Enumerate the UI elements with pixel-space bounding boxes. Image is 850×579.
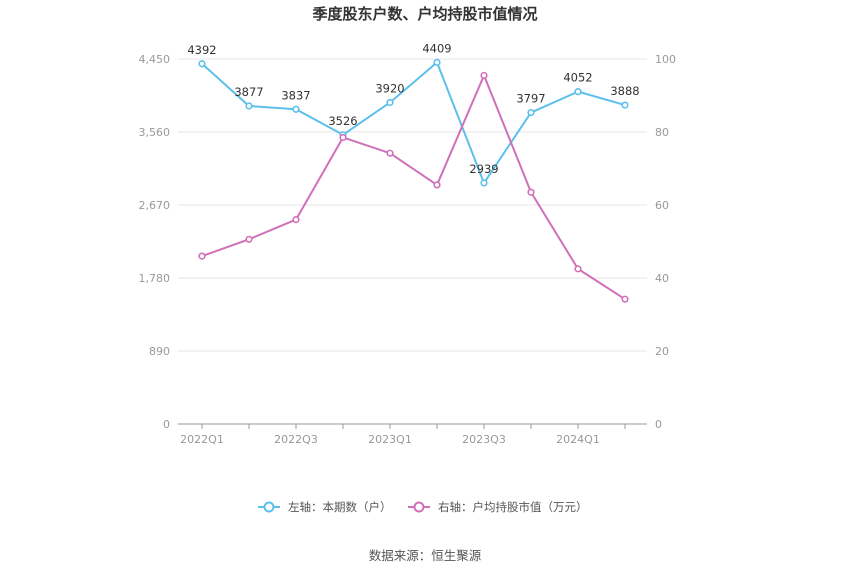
axis-layer: 0 0 890 20 1,780 40 2,670 60 3,560 80 4,450 100 2022… bbox=[139, 53, 677, 446]
right-axis-tick-label: 80 bbox=[655, 126, 669, 139]
avg-value-point bbox=[245, 235, 253, 243]
right-axis-tick-label: 40 bbox=[655, 272, 669, 285]
right-axis-tick-label: 0 bbox=[655, 418, 662, 431]
avg-value-point bbox=[621, 295, 629, 303]
left-axis-tick-label: 4,450 bbox=[139, 53, 171, 66]
households-data-label: 3797 bbox=[516, 92, 545, 106]
avg-value-point bbox=[386, 149, 394, 157]
households-point bbox=[621, 101, 629, 109]
households-data-label: 4052 bbox=[563, 71, 592, 85]
left-axis-tick-label: 3,560 bbox=[139, 126, 171, 139]
avg-value-point bbox=[198, 252, 206, 260]
avg-value-point bbox=[292, 216, 300, 224]
right-axis-tick-label: 60 bbox=[655, 199, 669, 212]
households-data-label: 2939 bbox=[469, 162, 498, 176]
left-axis-tick-label: 890 bbox=[149, 345, 170, 358]
left-axis-tick-label: 1,780 bbox=[139, 272, 171, 285]
legend: 左轴：本期数（户） 右轴：户均持股市值（万元） bbox=[258, 500, 588, 514]
grid-layer bbox=[178, 58, 647, 352]
households-point bbox=[527, 108, 535, 117]
households-point bbox=[480, 179, 488, 187]
x-axis-tick-label: 2022Q3 bbox=[274, 433, 318, 446]
households-data-label: 4409 bbox=[422, 41, 451, 55]
data-label-layer: 4392 3877 3837 3526 3920 4409 2939 3797 4052 3888 bbox=[187, 41, 639, 176]
x-axis-tick-label: 2022Q1 bbox=[180, 433, 224, 446]
households-line bbox=[201, 61, 626, 184]
right-axis-tick-label: 20 bbox=[655, 345, 669, 358]
legend-marker-households bbox=[263, 501, 275, 513]
legend-marker-avg-value bbox=[413, 501, 425, 513]
legend-item-avg-value[interactable]: 右轴：户均持股市值（万元） bbox=[408, 500, 588, 514]
avg-value-point bbox=[527, 188, 535, 196]
avg-value-line bbox=[201, 74, 626, 301]
households-point bbox=[245, 102, 253, 110]
households-data-label: 3526 bbox=[328, 114, 357, 128]
x-axis-tick-label: 2024Q1 bbox=[556, 433, 600, 446]
households-data-label: 4392 bbox=[187, 43, 216, 57]
chart-title: 季度股东户数、户均持股市值情况 bbox=[312, 5, 537, 23]
households-data-label: 3888 bbox=[610, 84, 639, 98]
households-data-label: 3837 bbox=[281, 88, 310, 102]
x-axis-tick-label: 2023Q3 bbox=[462, 433, 506, 446]
data-source: 数据来源：恒生聚源 bbox=[369, 548, 482, 563]
legend-label-households: 左轴：本期数（户） bbox=[288, 500, 392, 514]
x-axis-tick-label: 2023Q1 bbox=[368, 433, 412, 446]
avg-value-point bbox=[480, 71, 488, 80]
households-point bbox=[386, 98, 394, 107]
series-layer bbox=[198, 58, 629, 303]
legend-label-avg-value: 右轴：户均持股市值（万元） bbox=[438, 500, 588, 514]
left-axis-tick-label: 2,670 bbox=[139, 199, 171, 212]
avg-value-point bbox=[433, 181, 441, 189]
left-axis-tick-label: 0 bbox=[163, 418, 170, 431]
households-data-label: 3877 bbox=[234, 85, 263, 99]
avg-value-point bbox=[574, 265, 582, 273]
avg-value-point bbox=[339, 133, 347, 142]
households-point bbox=[198, 60, 206, 68]
legend-item-households[interactable]: 左轴：本期数（户） bbox=[258, 500, 392, 514]
households-point bbox=[433, 58, 441, 66]
households-point bbox=[574, 88, 582, 96]
right-axis-tick-label: 100 bbox=[655, 53, 676, 66]
households-data-label: 3920 bbox=[375, 81, 404, 95]
households-point bbox=[292, 105, 300, 113]
